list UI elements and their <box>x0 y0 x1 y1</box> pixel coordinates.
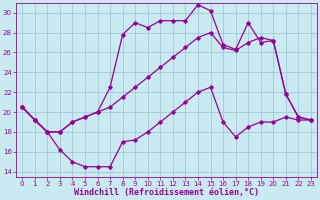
X-axis label: Windchill (Refroidissement éolien,°C): Windchill (Refroidissement éolien,°C) <box>74 188 259 197</box>
